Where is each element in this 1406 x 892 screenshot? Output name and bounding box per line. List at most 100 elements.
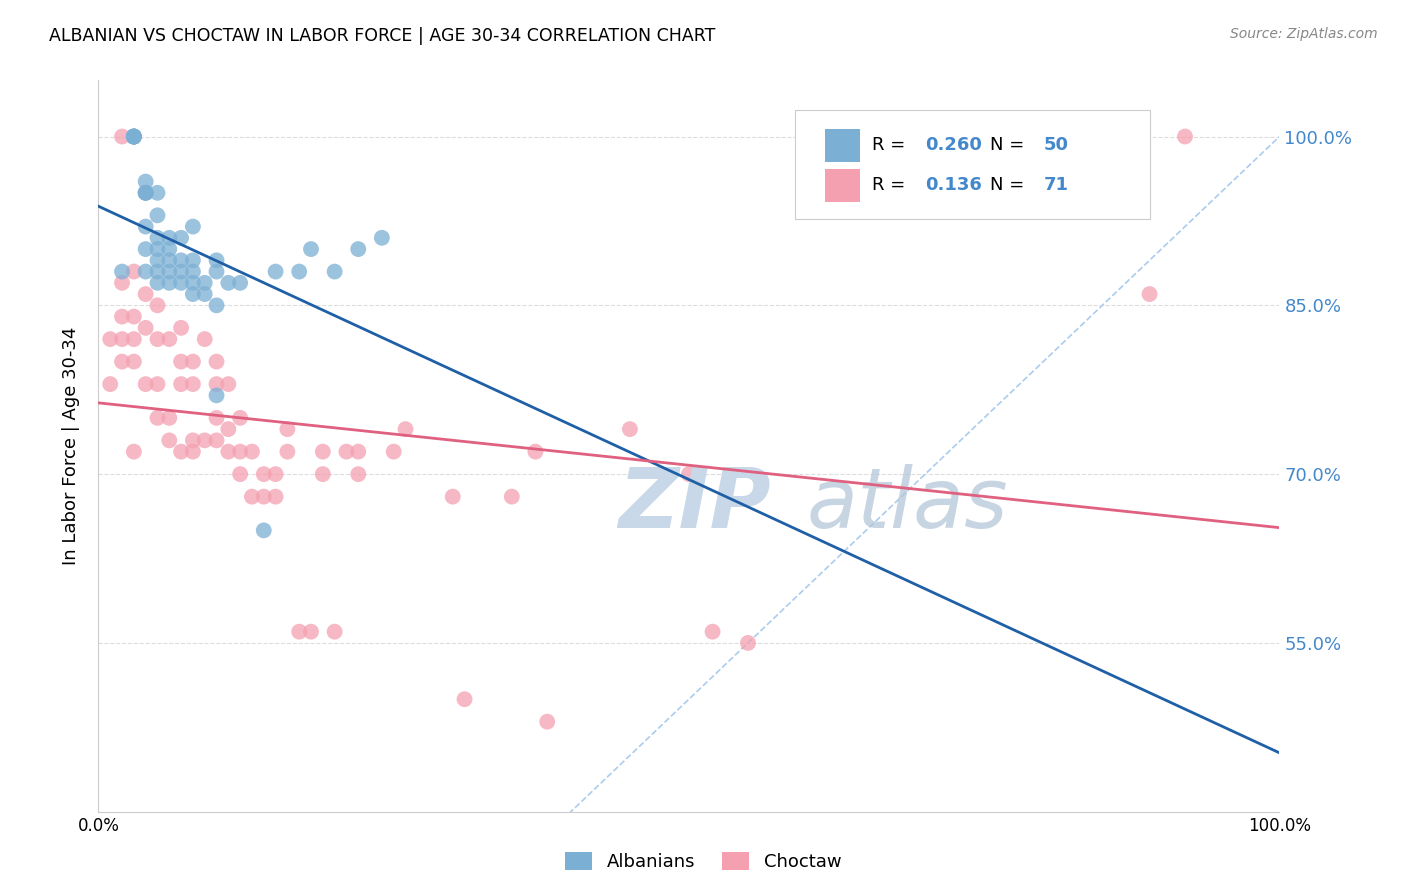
- Point: [323, 264, 346, 278]
- Point: [122, 129, 145, 144]
- Point: [157, 434, 180, 448]
- Point: [371, 231, 394, 245]
- Point: [702, 624, 724, 639]
- Point: [181, 264, 204, 278]
- Point: [394, 422, 416, 436]
- Point: [501, 490, 523, 504]
- Point: [181, 444, 204, 458]
- Point: [122, 129, 145, 144]
- Point: [170, 321, 193, 335]
- Point: [170, 231, 193, 245]
- Point: [619, 422, 641, 436]
- Point: [524, 444, 547, 458]
- Point: [146, 410, 169, 425]
- Point: [312, 467, 335, 482]
- Text: N =: N =: [990, 136, 1031, 154]
- Point: [157, 264, 180, 278]
- Point: [111, 276, 134, 290]
- Text: 0.260: 0.260: [925, 136, 981, 154]
- Point: [347, 444, 370, 458]
- Text: Source: ZipAtlas.com: Source: ZipAtlas.com: [1230, 27, 1378, 41]
- Point: [205, 253, 228, 268]
- Point: [98, 377, 121, 392]
- Point: [288, 264, 311, 278]
- Text: 71: 71: [1043, 177, 1069, 194]
- Point: [347, 467, 370, 482]
- Point: [146, 186, 169, 200]
- Text: N =: N =: [990, 177, 1031, 194]
- Y-axis label: In Labor Force | Age 30-34: In Labor Force | Age 30-34: [62, 326, 80, 566]
- Point: [146, 377, 169, 392]
- Point: [122, 129, 145, 144]
- Point: [335, 444, 357, 458]
- Point: [122, 129, 145, 144]
- Point: [453, 692, 475, 706]
- Point: [122, 129, 145, 144]
- Point: [111, 129, 134, 144]
- Point: [1139, 287, 1161, 301]
- Point: [122, 264, 145, 278]
- Point: [170, 276, 193, 290]
- Point: [157, 276, 180, 290]
- Text: ZIP: ZIP: [619, 464, 770, 545]
- Point: [111, 264, 134, 278]
- Text: R =: R =: [872, 136, 911, 154]
- Point: [299, 624, 322, 639]
- Point: [170, 253, 193, 268]
- Point: [276, 422, 298, 436]
- Point: [181, 219, 204, 234]
- Point: [205, 410, 228, 425]
- Point: [135, 186, 157, 200]
- Point: [122, 129, 145, 144]
- Text: 0.136: 0.136: [925, 177, 981, 194]
- Point: [157, 410, 180, 425]
- Point: [323, 624, 346, 639]
- Point: [157, 231, 180, 245]
- Point: [205, 264, 228, 278]
- Point: [288, 624, 311, 639]
- Point: [240, 444, 263, 458]
- Point: [253, 490, 276, 504]
- Point: [135, 321, 157, 335]
- Text: ALBANIAN VS CHOCTAW IN LABOR FORCE | AGE 30-34 CORRELATION CHART: ALBANIAN VS CHOCTAW IN LABOR FORCE | AGE…: [49, 27, 716, 45]
- Point: [276, 444, 298, 458]
- Point: [181, 354, 204, 368]
- Point: [135, 377, 157, 392]
- Point: [181, 287, 204, 301]
- Point: [229, 444, 252, 458]
- Point: [229, 467, 252, 482]
- Point: [170, 354, 193, 368]
- Point: [170, 444, 193, 458]
- Point: [181, 253, 204, 268]
- Point: [170, 377, 193, 392]
- Bar: [825, 129, 860, 161]
- Point: [135, 287, 157, 301]
- Point: [98, 332, 121, 346]
- Point: [146, 264, 169, 278]
- Point: [157, 242, 180, 256]
- Point: [122, 332, 145, 346]
- Bar: [825, 169, 860, 202]
- Point: [146, 242, 169, 256]
- Point: [217, 422, 239, 436]
- Point: [299, 242, 322, 256]
- Point: [194, 332, 217, 346]
- Point: [217, 276, 239, 290]
- Point: [122, 354, 145, 368]
- FancyBboxPatch shape: [796, 110, 1150, 219]
- Point: [111, 332, 134, 346]
- Point: [146, 253, 169, 268]
- Point: [737, 636, 759, 650]
- Point: [229, 276, 252, 290]
- Point: [205, 434, 228, 448]
- Point: [157, 332, 180, 346]
- Point: [170, 264, 193, 278]
- Point: [205, 377, 228, 392]
- Point: [157, 253, 180, 268]
- Point: [678, 467, 700, 482]
- Point: [217, 444, 239, 458]
- Point: [205, 388, 228, 402]
- Point: [122, 444, 145, 458]
- Point: [146, 276, 169, 290]
- Text: atlas: atlas: [807, 464, 1008, 545]
